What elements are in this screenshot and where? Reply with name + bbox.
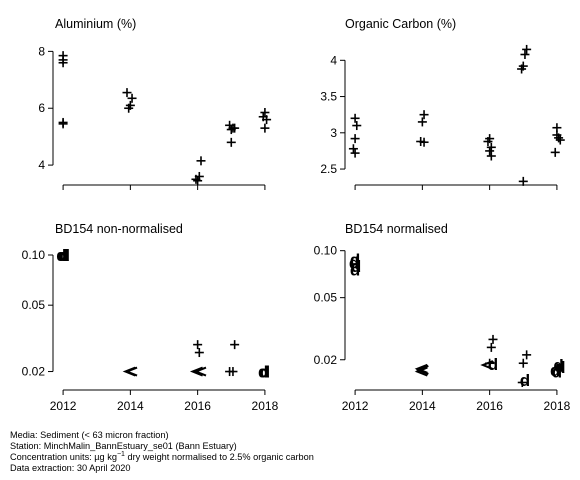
data-point-d: d <box>260 363 270 382</box>
y-tick-label: 4 <box>38 158 45 172</box>
y-tick-label: 0.05 <box>314 291 338 305</box>
caption-units: Concentration units: µg kg−1 dry weight … <box>10 450 314 462</box>
data-point-d: d <box>555 358 565 377</box>
x-tick-label: 2012 <box>50 399 77 413</box>
y-tick-label: 3 <box>330 126 337 140</box>
x-tick-label: 2014 <box>409 399 436 413</box>
figure-caption: Media: Sediment (< 63 micron fraction) S… <box>10 430 570 474</box>
data-point-less-than <box>193 366 207 377</box>
panel-title: Organic Carbon (%) <box>345 17 456 31</box>
data-point-less-than <box>414 366 428 377</box>
data-point-d: d <box>350 260 360 279</box>
x-tick-label: 2012 <box>342 399 369 413</box>
data-point-d: d <box>553 356 563 375</box>
data-point-less-than <box>415 365 429 375</box>
data-point-d: d <box>60 246 70 265</box>
x-tick-label: 2016 <box>476 399 503 413</box>
panel-title: Aluminium (%) <box>55 17 136 31</box>
x-tick-label: 2016 <box>184 399 211 413</box>
y-tick-label: 0.10 <box>314 244 338 258</box>
data-point-d: d <box>349 253 359 272</box>
y-tick-label: 2.5 <box>320 162 337 176</box>
caption-media: Media: Sediment (< 63 micron fraction) <box>10 430 169 440</box>
y-tick-label: 0.02 <box>22 365 46 379</box>
x-tick-label: 2018 <box>252 399 279 413</box>
data-point-less-than <box>189 366 204 377</box>
data-point-less-than <box>124 366 138 377</box>
y-tick-label: 4 <box>330 53 337 67</box>
caption-station: Station: MinchMalin_BannEstuary_se01 (Ba… <box>10 441 237 451</box>
caption-extraction-date: Data extraction: 30 April 2020 <box>10 463 131 473</box>
data-point-d: d <box>488 355 498 374</box>
y-tick-label: 8 <box>38 44 45 58</box>
data-point-d: d <box>520 371 530 390</box>
data-point-less-than <box>480 360 494 370</box>
y-tick-label: 0.10 <box>22 248 46 262</box>
data-point-d: d <box>550 361 560 380</box>
x-tick-label: 2018 <box>544 399 571 413</box>
panel-title: BD154 normalised <box>345 222 448 236</box>
data-point-d: d <box>56 246 66 265</box>
data-point-d: d <box>258 363 268 382</box>
data-point-d: d <box>350 250 360 269</box>
x-tick-label: 2014 <box>117 399 144 413</box>
panel-title: BD154 non-normalised <box>55 222 183 236</box>
y-tick-label: 3.5 <box>320 90 337 104</box>
y-tick-label: 6 <box>38 101 45 115</box>
data-point-d: d <box>552 363 562 382</box>
data-point-d: d <box>351 257 361 276</box>
y-tick-label: 0.02 <box>314 353 338 367</box>
y-tick-label: 0.05 <box>22 298 46 312</box>
data-point-d: d <box>58 246 68 265</box>
